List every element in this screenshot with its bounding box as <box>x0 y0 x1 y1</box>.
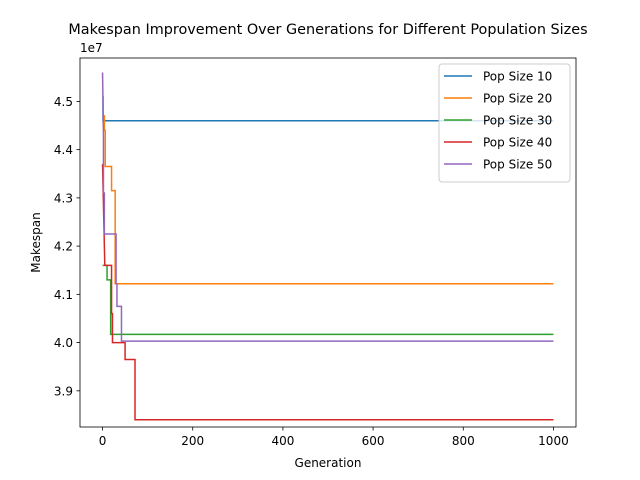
y-axis-label: Makespan <box>29 212 43 272</box>
y-tick-label: 4.3 <box>54 191 73 205</box>
legend-label: Pop Size 20 <box>483 92 552 106</box>
y-tick-label: 4.2 <box>54 240 73 254</box>
x-tick-label: 800 <box>452 434 475 448</box>
legend-box <box>438 63 571 183</box>
y-tick-label: 4.1 <box>54 288 73 302</box>
x-tick-label: 0 <box>99 434 107 448</box>
plot-frame <box>79 57 577 428</box>
x-tick-label: 1000 <box>538 434 569 448</box>
series-line-5 <box>101 72 554 342</box>
legend: Pop Size 10 Pop Size 20 Pop Size 30 Pop Siz… <box>438 63 571 183</box>
legend-label: Pop Size 30 <box>483 114 552 128</box>
legend-label: Pop Size 10 <box>483 70 552 84</box>
series-line-2 <box>102 115 554 285</box>
series-layer <box>101 72 554 421</box>
x-axis-label: Generation <box>295 456 362 470</box>
y-tick-label: 4.0 <box>54 336 73 350</box>
x-tick-label: 200 <box>181 434 204 448</box>
y-tick-label: 4.4 <box>54 143 73 157</box>
series-line-4 <box>101 164 554 421</box>
chart-title: Makespan Improvement Over Generations fo… <box>68 22 587 38</box>
y-axis: 3.9 4.0 4.1 4.2 4.3 4.4 4.5 <box>54 95 80 398</box>
x-axis: 0 200 400 600 800 1000 <box>99 427 569 448</box>
y-tick-label: 4.5 <box>54 95 73 109</box>
x-tick-label: 400 <box>271 434 294 448</box>
legend-label: Pop Size 40 <box>483 136 552 150</box>
y-tick-label: 3.9 <box>54 384 73 398</box>
y-offset-label: 1e7 <box>80 41 103 55</box>
legend-label: Pop Size 50 <box>483 158 552 172</box>
x-tick-label: 600 <box>362 434 385 448</box>
